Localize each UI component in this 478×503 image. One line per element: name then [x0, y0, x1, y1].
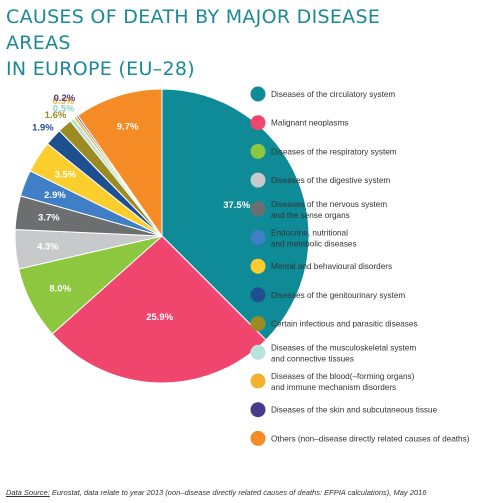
- slice-label-diseases-of-the-musculoskeletal-system-and-connective-tissues: 0.5%: [53, 104, 75, 115]
- pie-slice-others-non-disease-directly-related-causes-of-deaths: [77, 88, 163, 238]
- pie-slices: [14, 88, 310, 384]
- legend-label-3: Diseases of the respiratory system: [271, 147, 397, 156]
- slice-label-diseases-of-the-nervous-system-and-the-sense-organs: 3.7%: [38, 213, 60, 224]
- pie-chart: 37.5%25.9%8.0%4.3%3.7%2.9%3.5%1.9%1.6%0.…: [14, 86, 470, 446]
- legend-swatch-6: [250, 230, 266, 245]
- slice-label-diseases-of-the-digestive-system: 4.3%: [37, 241, 59, 252]
- legend-label-6-line2: and metabolic diseases: [271, 240, 357, 249]
- legend-label-7: Mental and behavioural disorders: [271, 262, 392, 271]
- legend-swatch-3: [250, 143, 266, 159]
- legend-label-4: Diseases of the digestive system: [271, 176, 390, 185]
- legend-label-11: Diseases of the blood(–forming organs): [271, 372, 415, 381]
- slice-label-malignant-neoplasms: 25.9%: [146, 312, 173, 323]
- legend-swatch-1: [250, 86, 266, 102]
- slice-labels: 37.5%25.9%8.0%4.3%3.7%2.9%3.5%1.9%1.6%0.…: [32, 93, 251, 323]
- legend-swatch-7: [250, 258, 266, 274]
- slice-label-diseases-of-the-genitourinary-system: 1.9%: [32, 123, 54, 134]
- legend-label-1: Diseases of the circulatory system: [271, 90, 395, 99]
- slice-label-endocrine-nutritional-and-metabolic-diseases: 2.9%: [44, 190, 66, 201]
- legend-label-6: Endocrine, nutritional: [271, 229, 348, 238]
- data-source-note: Data Source: Eurostat, data relate to ye…: [6, 488, 426, 497]
- slice-label-diseases-of-the-respiratory-system: 8.0%: [49, 284, 71, 295]
- slice-label-mental-and-behavioural-disorders: 3.5%: [55, 169, 77, 180]
- pie-slice-diseases-of-the-circulatory-system: [161, 88, 310, 341]
- legend: Diseases of the circulatory system Malign…: [250, 86, 470, 446]
- legend-label-8: Diseases of the genitourinary system: [271, 291, 405, 300]
- legend-swatch-5: [250, 201, 266, 217]
- legend-label-11-line2: and immune mechanism disorders: [271, 383, 396, 392]
- legend-label-5-line2: and the sense organs: [271, 211, 350, 220]
- legend-label-10: Diseases of the musculoskeletal system: [271, 343, 416, 352]
- source-label: Data Source:: [6, 488, 50, 497]
- title-line-2: IN EUROPE (EU–28): [6, 58, 195, 80]
- legend-swatch-11: [250, 373, 266, 389]
- slice-label-diseases-of-the-blood-forming-organs-and-immune-mechanism-disorders: 0.3%: [53, 96, 75, 107]
- chart-title: CAUSES OF DEATH BY MAJOR DISEASE AREAS I…: [6, 4, 426, 82]
- title-line-1: CAUSES OF DEATH BY MAJOR DISEASE AREAS: [6, 6, 381, 54]
- legend-swatch-2: [250, 115, 266, 131]
- slice-label-diseases-of-the-circulatory-system: 37.5%: [223, 200, 250, 211]
- source-text: Eurostat, data relate to year 2013 (non–…: [49, 488, 427, 497]
- legend-label-13: Others (non–disease directly related cau…: [271, 434, 470, 443]
- pie-slice-malignant-neoplasms: [51, 235, 267, 384]
- legend-label-10-line2: and connective tissues: [271, 354, 354, 363]
- legend-label-9: Certain infectious and parasitic disease…: [271, 320, 418, 329]
- legend-swatch-13: [250, 430, 266, 446]
- legend-swatch-12: [250, 402, 266, 418]
- legend-swatch-9: [250, 316, 266, 332]
- legend-label-5: Diseases of the nervous system: [271, 200, 387, 209]
- legend-label-2: Malignant neoplasms: [271, 119, 348, 128]
- legend-swatch-8: [250, 287, 266, 303]
- slice-label-diseases-of-the-skin-and-subcutaneous-tissue: 0.2%: [54, 93, 76, 104]
- legend-label-12: Diseases of the skin and subcutaneous ti…: [271, 406, 438, 415]
- legend-swatch-4: [250, 172, 266, 188]
- slice-label-certain-infectious-and-parasitic-diseases: 1.6%: [45, 110, 67, 121]
- slice-label-others-non-disease-directly-related-causes-of-deaths: 9.7%: [117, 122, 139, 133]
- legend-swatch-10: [250, 344, 266, 360]
